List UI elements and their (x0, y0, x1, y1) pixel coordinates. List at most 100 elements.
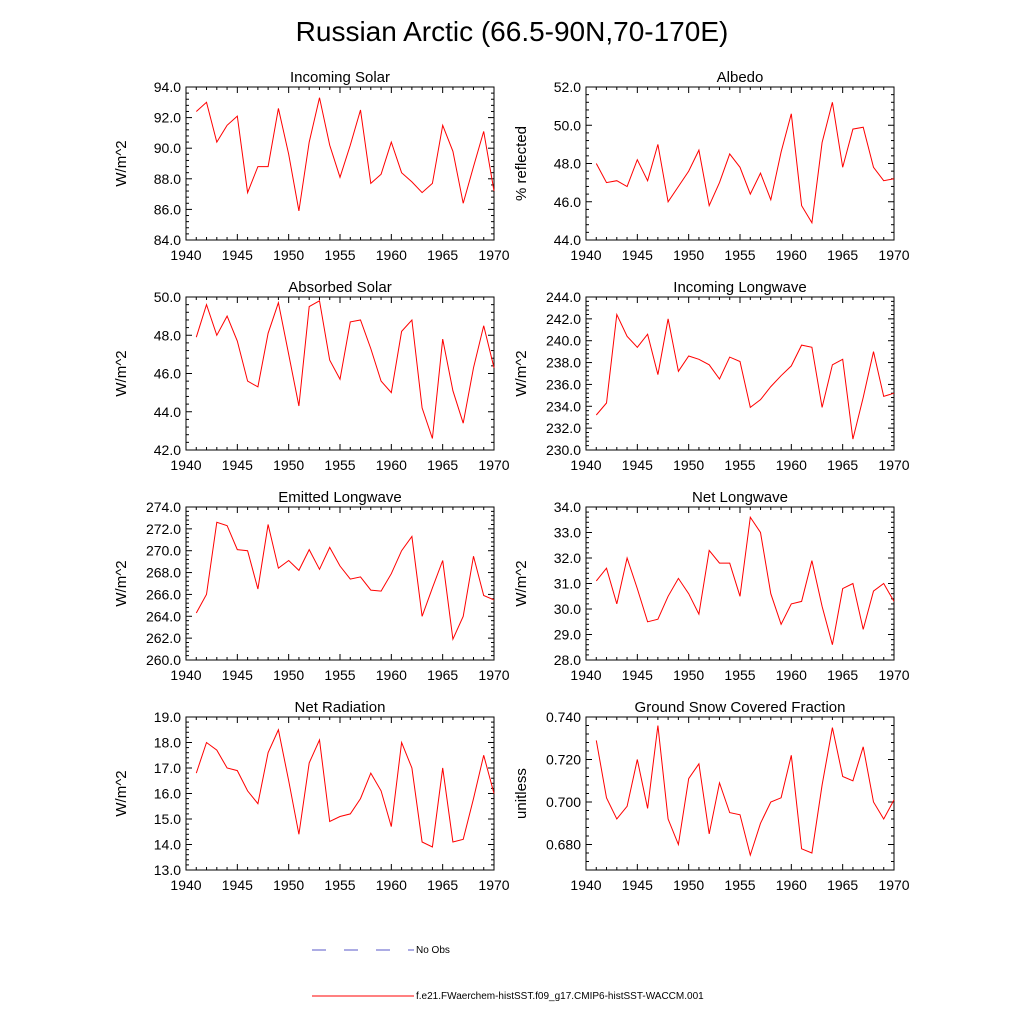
y-tick-label: 88.0 (154, 171, 181, 187)
x-tick-label: 1940 (570, 877, 601, 893)
x-tick-label: 1955 (724, 457, 755, 473)
y-axis-label: unitless (513, 768, 530, 819)
legend: No Obs f.e21.FWaerchem-histSST.f09_g17.C… (312, 945, 704, 1002)
x-tick-label: 1955 (724, 667, 755, 683)
y-tick-label: 270.0 (146, 543, 181, 559)
y-tick-label: 32.0 (554, 550, 581, 566)
series-line (195, 97, 495, 211)
chart-panel-5: 1940 1945 1950 1955 1960 1965 1970 260.0 262.0 26… (113, 489, 510, 683)
x-tick-label: 1950 (673, 667, 704, 683)
y-axis-label: W/m^2 (113, 350, 130, 396)
y-tick-label: 242.0 (546, 311, 581, 327)
legend-label-model: f.e21.FWaerchem-histSST.f09_g17.CMIP6-hi… (416, 991, 704, 1002)
y-tick-label: 234.0 (546, 398, 581, 414)
x-tick-label: 1940 (570, 667, 601, 683)
x-tick-label: 1965 (427, 247, 458, 263)
y-tick-label: 15.0 (154, 811, 181, 827)
x-tick-label: 1950 (273, 247, 304, 263)
y-tick-label: 266.0 (146, 586, 181, 602)
plot-frame (585, 716, 895, 871)
panel-title: Emitted Longwave (278, 489, 401, 506)
x-tick-label: 1950 (673, 457, 704, 473)
y-tick-label: 29.0 (554, 627, 581, 643)
y-tick-label: 264.0 (146, 608, 181, 624)
series-line (595, 102, 895, 225)
y-tick-label: 42.0 (154, 442, 181, 458)
chart-panel-6: 1940 1945 1950 1955 1960 1965 1970 28.0 29.0 30.0… (513, 489, 910, 683)
x-tick-label: 1955 (324, 457, 355, 473)
y-tick-label: 244.0 (546, 289, 581, 305)
x-tick-label: 1960 (776, 247, 807, 263)
y-tick-label: 240.0 (546, 333, 581, 349)
chart-panel-4: 1940 1945 1950 1955 1960 1965 1970 230.0 232.0 23… (513, 279, 910, 473)
x-tick-label: 1965 (827, 667, 858, 683)
y-tick-label: 19.0 (154, 709, 181, 725)
y-tick-label: 94.0 (154, 79, 181, 95)
plot-frame (185, 296, 495, 451)
x-tick-label: 1950 (273, 457, 304, 473)
chart-panel-3: 1940 1945 1950 1955 1960 1965 1970 42.0 44.0 46.0… (113, 279, 510, 473)
y-tick-label: 90.0 (154, 140, 181, 156)
x-tick-label: 1940 (170, 247, 201, 263)
y-tick-label: 30.0 (554, 601, 581, 617)
y-tick-label: 262.0 (146, 630, 181, 646)
chart-panel-7: 1940 1945 1950 1955 1960 1965 1970 13.0 14.0 15.0… (113, 699, 510, 893)
x-tick-label: 1960 (776, 667, 807, 683)
x-tick-label: 1945 (622, 247, 653, 263)
x-tick-label: 1960 (376, 877, 407, 893)
panel-title: Incoming Longwave (673, 279, 806, 296)
plot-frame (185, 506, 495, 661)
y-tick-label: 0.680 (546, 837, 581, 853)
x-tick-label: 1970 (478, 667, 509, 683)
x-tick-label: 1970 (478, 247, 509, 263)
x-tick-label: 1950 (273, 877, 304, 893)
chart-panel-2: 1940 1945 1950 1955 1960 1965 1970 44.0 46.0 48.0… (513, 69, 910, 263)
x-tick-label: 1940 (170, 667, 201, 683)
x-tick-label: 1945 (222, 247, 253, 263)
x-tick-label: 1940 (170, 877, 201, 893)
x-tick-label: 1970 (478, 457, 509, 473)
legend-label-no-obs: No Obs (416, 945, 450, 956)
y-tick-label: 230.0 (546, 442, 581, 458)
series-line (595, 312, 895, 440)
x-tick-label: 1965 (827, 877, 858, 893)
panel-title: Incoming Solar (290, 69, 390, 86)
series-line (595, 515, 895, 645)
y-tick-label: 13.0 (154, 862, 181, 878)
y-tick-label: 16.0 (154, 786, 181, 802)
chart-panel-8: 1940 1945 1950 1955 1960 1965 1970 0.680 0.700 0.… (513, 699, 910, 893)
series-line (195, 521, 495, 642)
y-tick-label: 272.0 (146, 521, 181, 537)
x-tick-label: 1970 (878, 457, 909, 473)
y-tick-label: 274.0 (146, 499, 181, 515)
plot-frame (585, 296, 895, 451)
x-tick-label: 1960 (776, 877, 807, 893)
y-tick-label: 238.0 (546, 355, 581, 371)
x-tick-label: 1960 (376, 667, 407, 683)
y-tick-label: 28.0 (554, 652, 581, 668)
x-tick-label: 1955 (324, 877, 355, 893)
x-tick-label: 1945 (222, 457, 253, 473)
chart-panel-1: 1940 1945 1950 1955 1960 1965 1970 84.0 86.0 88.0… (113, 69, 510, 263)
x-tick-label: 1955 (724, 877, 755, 893)
x-tick-label: 1955 (324, 667, 355, 683)
y-tick-label: 0.740 (546, 709, 581, 725)
y-tick-label: 14.0 (154, 837, 181, 853)
y-tick-label: 31.0 (554, 576, 581, 592)
y-tick-label: 44.0 (554, 232, 581, 248)
plot-frame (585, 86, 895, 241)
y-axis-label: W/m^2 (513, 560, 530, 606)
y-axis-label: W/m^2 (113, 560, 130, 606)
y-tick-label: 34.0 (554, 499, 581, 515)
plot-frame (185, 716, 495, 871)
x-tick-label: 1965 (427, 877, 458, 893)
figure-title: Russian Arctic (66.5-90N,70-170E) (296, 16, 729, 47)
panel-title: Net Radiation (295, 699, 386, 716)
y-axis-label: W/m^2 (513, 350, 530, 396)
panel-title: Absorbed Solar (288, 279, 391, 296)
y-tick-label: 44.0 (154, 404, 181, 420)
y-tick-label: 84.0 (154, 232, 181, 248)
panel-title: Albedo (717, 69, 764, 86)
y-tick-label: 46.0 (554, 194, 581, 210)
